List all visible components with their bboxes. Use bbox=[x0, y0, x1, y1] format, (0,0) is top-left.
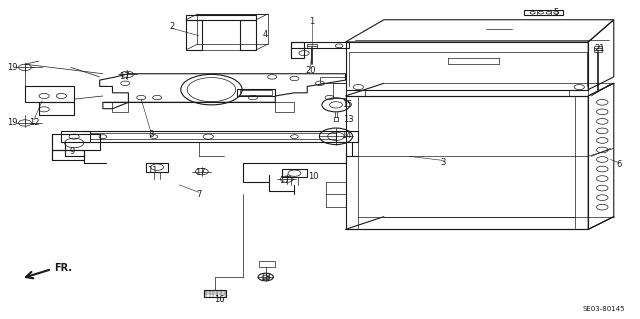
Text: 1: 1 bbox=[309, 17, 314, 26]
Text: 12: 12 bbox=[29, 117, 39, 127]
Text: 8: 8 bbox=[148, 130, 154, 138]
Text: 17: 17 bbox=[195, 168, 206, 177]
Text: 9: 9 bbox=[70, 147, 75, 156]
Bar bbox=[240, 90, 272, 95]
Text: 4: 4 bbox=[263, 30, 268, 39]
Text: 19: 19 bbox=[7, 117, 17, 127]
Text: 7: 7 bbox=[196, 190, 202, 199]
Text: 17: 17 bbox=[280, 176, 290, 185]
Text: 17: 17 bbox=[118, 72, 129, 81]
Text: 11: 11 bbox=[147, 166, 158, 175]
Text: 6: 6 bbox=[616, 160, 621, 169]
Text: 19: 19 bbox=[7, 63, 17, 72]
Text: 5: 5 bbox=[554, 8, 559, 17]
Bar bbox=[237, 89, 275, 96]
Text: 14: 14 bbox=[342, 131, 352, 140]
Text: 2: 2 bbox=[169, 22, 175, 31]
Text: SE03-80145: SE03-80145 bbox=[583, 307, 625, 312]
Text: 21: 21 bbox=[595, 44, 605, 53]
Bar bbox=[204, 290, 226, 297]
Text: 18: 18 bbox=[260, 272, 271, 281]
Text: 15: 15 bbox=[342, 100, 353, 109]
Text: 16: 16 bbox=[214, 295, 225, 304]
Text: 20: 20 bbox=[305, 66, 316, 75]
Text: FR.: FR. bbox=[54, 263, 72, 273]
Text: 13: 13 bbox=[344, 115, 354, 124]
Text: 3: 3 bbox=[440, 158, 446, 167]
Text: 10: 10 bbox=[308, 172, 319, 181]
